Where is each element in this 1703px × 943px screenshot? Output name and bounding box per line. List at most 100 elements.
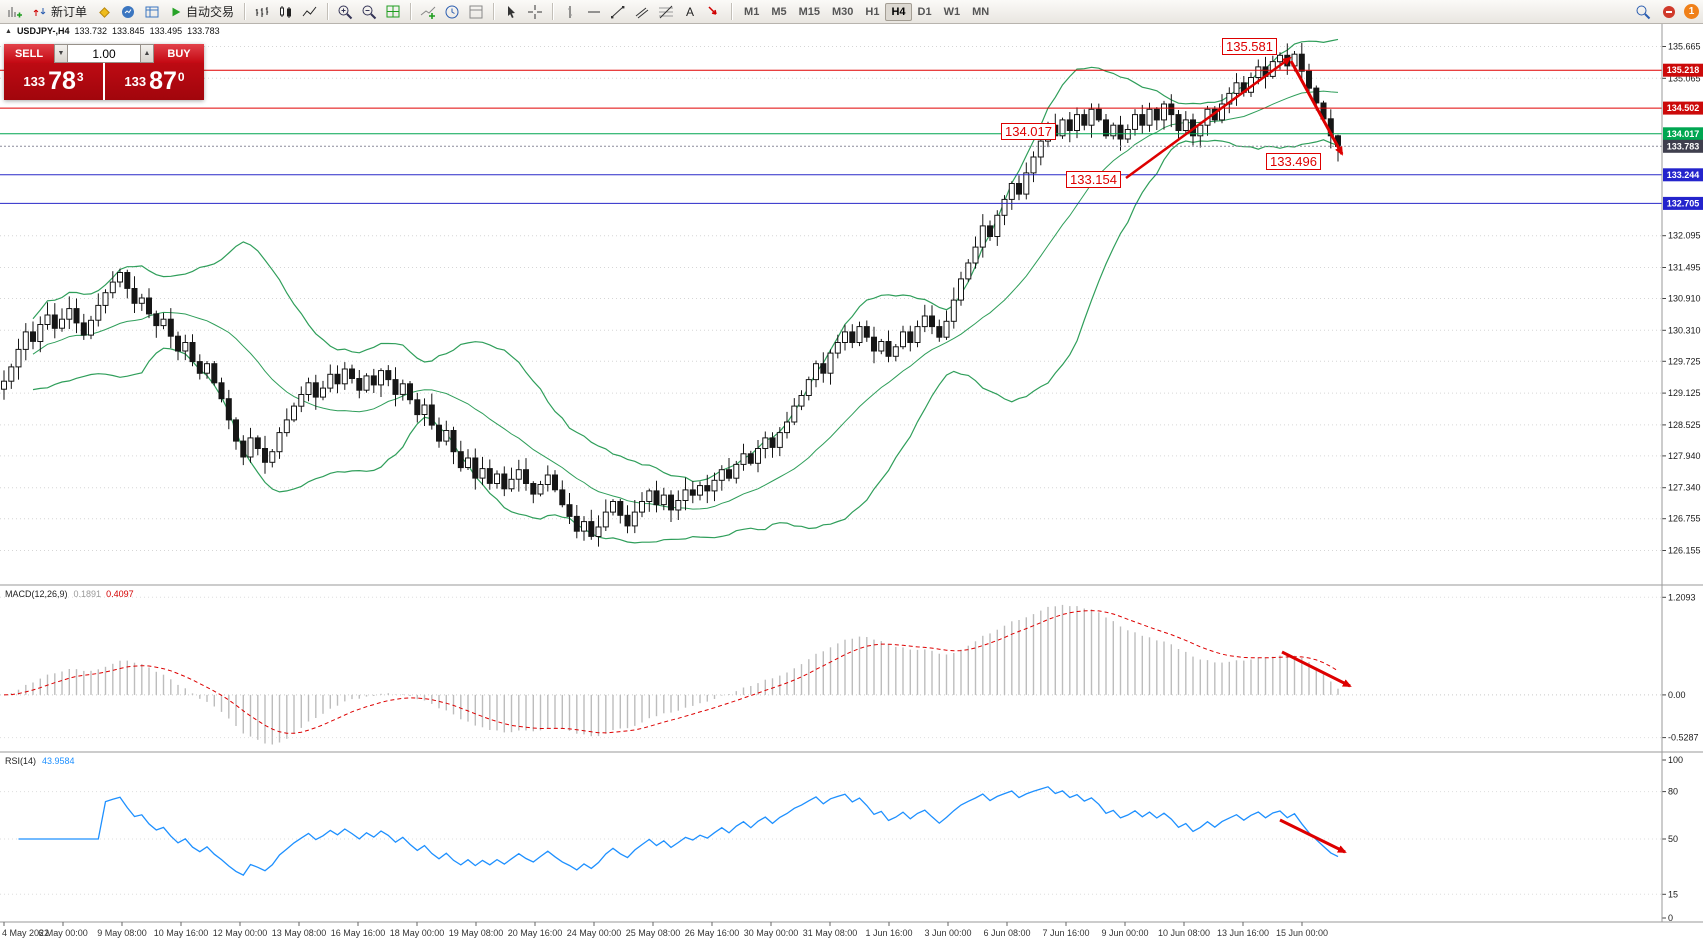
indicators-list-button[interactable] [417, 2, 439, 22]
bar-high: 133.845 [112, 26, 145, 36]
svg-text:10 May 16:00: 10 May 16:00 [154, 928, 209, 938]
fibonacci-button[interactable] [655, 2, 677, 22]
svg-text:134.502: 134.502 [1667, 103, 1700, 113]
buy-price-sup: 0 [177, 69, 185, 84]
sell-price-prefix: 133 [23, 74, 46, 89]
timeframe-m15-button[interactable]: M15 [798, 5, 820, 18]
volume-input[interactable]: 1.00 [68, 44, 140, 63]
price-annotation[interactable]: 135.581 [1222, 38, 1277, 55]
rsi-name: RSI(14) [5, 756, 37, 766]
timeframe-w1-button[interactable]: W1 [943, 5, 961, 18]
templates-button[interactable] [465, 2, 487, 22]
rsi-indicator-label: RSI(14) 43.9584 [5, 756, 75, 766]
svg-text:50: 50 [1668, 834, 1678, 844]
buy-price[interactable]: 133 87 0 [105, 63, 204, 100]
macd-main-value: 0.1891 [73, 589, 102, 599]
new-chart-button[interactable] [4, 2, 26, 22]
data-window-button[interactable] [141, 2, 163, 22]
chart-bars-button[interactable] [251, 2, 273, 22]
notification-badge[interactable]: 1 [1684, 4, 1699, 19]
svg-text:0: 0 [1668, 913, 1673, 923]
volume-increase-button[interactable]: ▲ [140, 44, 154, 63]
svg-text:26 May 16:00: 26 May 16:00 [685, 928, 740, 938]
svg-text:7 Jun 16:00: 7 Jun 16:00 [1042, 928, 1089, 938]
search-icon[interactable] [1632, 2, 1654, 22]
chart-candles-button[interactable] [275, 2, 297, 22]
zoom-in-button[interactable] [334, 2, 356, 22]
sell-price-main: 78 [48, 67, 76, 95]
svg-text:20 May 16:00: 20 May 16:00 [508, 928, 563, 938]
trendline-button[interactable] [607, 2, 629, 22]
svg-text:9 May 08:00: 9 May 08:00 [97, 928, 147, 938]
price-annotation[interactable]: 133.496 [1266, 153, 1321, 170]
svg-text:130.910: 130.910 [1668, 294, 1701, 304]
toolbar-separator [244, 3, 246, 20]
bar-close: 133.783 [187, 26, 220, 36]
tile-windows-button[interactable] [382, 2, 404, 22]
svg-text:1 Jun 16:00: 1 Jun 16:00 [865, 928, 912, 938]
toolbar-separator [410, 3, 412, 20]
text-tool-button[interactable]: A [679, 2, 701, 22]
bar-low: 133.495 [149, 26, 183, 36]
cursor-button[interactable] [500, 2, 522, 22]
svg-text:131.495: 131.495 [1668, 263, 1701, 273]
svg-text:133.783: 133.783 [1667, 141, 1700, 151]
svg-text:19 May 08:00: 19 May 08:00 [449, 928, 504, 938]
svg-text:18 May 00:00: 18 May 00:00 [390, 928, 445, 938]
svg-text:15: 15 [1668, 889, 1678, 899]
buy-button[interactable]: BUY [154, 44, 204, 63]
macd-name: MACD(12,26,9) [5, 589, 68, 599]
svg-text:25 May 08:00: 25 May 08:00 [626, 928, 681, 938]
svg-text:16 May 16:00: 16 May 16:00 [331, 928, 386, 938]
timeframe-mn-button[interactable]: MN [972, 5, 990, 18]
sell-button[interactable]: SELL [4, 44, 54, 63]
timeframe-h1-button[interactable]: H1 [865, 5, 880, 18]
sell-price[interactable]: 133 78 3 [4, 63, 103, 100]
toolbar-separator [731, 3, 733, 20]
vertical-line-button[interactable] [559, 2, 581, 22]
svg-text:12 May 00:00: 12 May 00:00 [213, 928, 268, 938]
mql5-icon[interactable] [93, 2, 115, 22]
arrows-tool-button[interactable] [703, 2, 725, 22]
svg-text:126.755: 126.755 [1668, 514, 1701, 524]
new-order-button[interactable]: 新订单 [28, 2, 91, 22]
toolbar-separator [493, 3, 495, 20]
autotrading-button[interactable]: 自动交易 [165, 2, 238, 22]
timeframe-m30-button[interactable]: M30 [832, 5, 854, 18]
svg-text:-0.5287: -0.5287 [1668, 733, 1699, 743]
svg-text:24 May 00:00: 24 May 00:00 [567, 928, 622, 938]
horizontal-line-button[interactable] [583, 2, 605, 22]
market-watch-button[interactable] [117, 2, 139, 22]
channel-button[interactable] [631, 2, 653, 22]
one-click-toggle-icon[interactable]: ▲ [5, 27, 12, 35]
new-order-label: 新订单 [51, 5, 88, 19]
svg-text:130.310: 130.310 [1668, 325, 1701, 335]
crosshair-button[interactable] [524, 2, 546, 22]
svg-text:134.017: 134.017 [1667, 129, 1700, 139]
one-click-trading-panel: SELL ▼ 1.00 ▲ BUY 133 78 3 133 87 0 [4, 44, 204, 100]
community-icon[interactable] [1658, 2, 1680, 22]
timeframe-m5-button[interactable]: M5 [771, 5, 787, 18]
time-periods-button[interactable] [441, 2, 463, 22]
timeframe-d1-button[interactable]: D1 [917, 5, 932, 18]
timeframe-h4-button[interactable]: H4 [885, 2, 912, 21]
buy-price-prefix: 133 [124, 74, 147, 89]
svg-text:6 May 00:00: 6 May 00:00 [38, 928, 88, 938]
bar-open: 133.732 [74, 26, 108, 36]
new-order-icon [32, 2, 48, 22]
toolbar-separator [552, 3, 554, 20]
svg-text:135.665: 135.665 [1668, 42, 1701, 52]
timeframe-m1-button[interactable]: M1 [744, 5, 760, 18]
play-icon [169, 2, 183, 22]
zoom-out-button[interactable] [358, 2, 380, 22]
sell-price-sup: 3 [76, 69, 84, 84]
price-annotation[interactable]: 133.154 [1066, 171, 1121, 188]
volume-decrease-button[interactable]: ▼ [54, 44, 68, 63]
main-toolbar: 新订单 自动交易 [0, 0, 1703, 24]
price-annotation[interactable]: 134.017 [1001, 123, 1056, 140]
svg-text:13 May 08:00: 13 May 08:00 [272, 928, 327, 938]
svg-text:13 Jun 16:00: 13 Jun 16:00 [1217, 928, 1269, 938]
chart-line-button[interactable] [299, 2, 321, 22]
chart-area[interactable]: 135.665 135.065 132.095 131.495 130.910 130.3… [0, 24, 1703, 943]
svg-text:129.125: 129.125 [1668, 388, 1701, 398]
